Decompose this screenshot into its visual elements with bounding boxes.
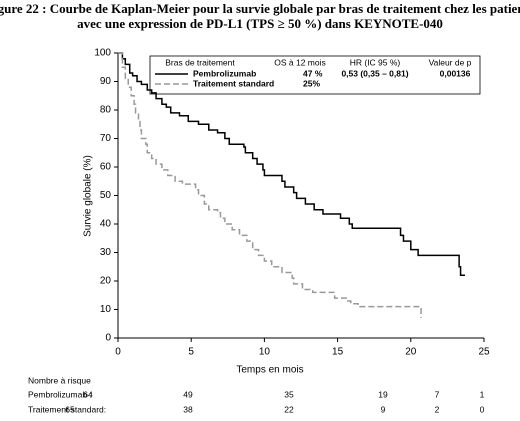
y-tick-label: 90 [100,76,112,87]
x-tick-label: 10 [259,347,271,358]
risk-label: Traitement standard: [28,404,106,414]
x-tick-label: 15 [332,347,344,358]
risk-count: 2 [435,404,440,414]
risk-count: 19 [378,389,388,399]
y-tick-label: 50 [100,190,112,201]
legend-os: 25% [303,78,320,88]
risk-count: 64 [83,389,93,399]
risk-count: 1 [480,389,485,399]
risk-count: 7 [435,389,440,399]
y-tick-label: 40 [100,219,112,230]
x-axis-label: Temps en mois [236,365,303,376]
y-tick-label: 60 [100,162,112,173]
legend-header: HR (IC 95 %) [350,57,401,67]
y-axis-label: Survie globale (%) [83,155,94,237]
legend-label: Traitement standard [193,78,274,88]
x-tick-label: 20 [405,347,417,358]
y-tick-label: 80 [100,105,112,116]
legend-header: Valeur de p [429,57,472,67]
risk-count: 35 [284,389,294,399]
legend-p: 0,00136 [440,68,471,78]
risk-count: 38 [183,404,193,414]
risk-title: Nombre à risque [28,375,91,385]
x-tick-label: 5 [188,347,194,358]
legend-label: Pembrolizumab [193,68,256,78]
survival-curve [118,52,465,277]
legend-header: Bras de traitement [165,57,235,67]
legend-header: OS à 12 mois [274,57,326,67]
survival-curve [118,52,422,319]
risk-count: 0 [480,404,485,414]
y-tick-label: 0 [105,333,111,344]
risk-count: 49 [183,389,193,399]
chart-title: Figure 22 : Courbe de Kaplan-Meier pour … [0,1,520,16]
y-tick-label: 30 [100,247,112,258]
risk-count: 9 [381,404,386,414]
legend-os: 47 % [303,68,323,78]
legend-box [149,55,481,95]
y-tick-label: 100 [94,48,111,59]
y-tick-label: 70 [100,133,112,144]
x-tick-label: 0 [115,347,121,358]
y-tick-label: 20 [100,276,112,287]
y-tick-label: 10 [100,304,112,315]
chart-title: avec une expression de PD-L1 (TPS ≥ 50 %… [77,16,443,31]
risk-count: 22 [284,404,294,414]
legend-hr: 0,53 (0,35 – 0,81) [341,68,408,78]
x-tick-label: 25 [478,347,490,358]
risk-count: 65 [65,404,75,414]
risk-label: Pembrolizumab : [28,389,92,399]
